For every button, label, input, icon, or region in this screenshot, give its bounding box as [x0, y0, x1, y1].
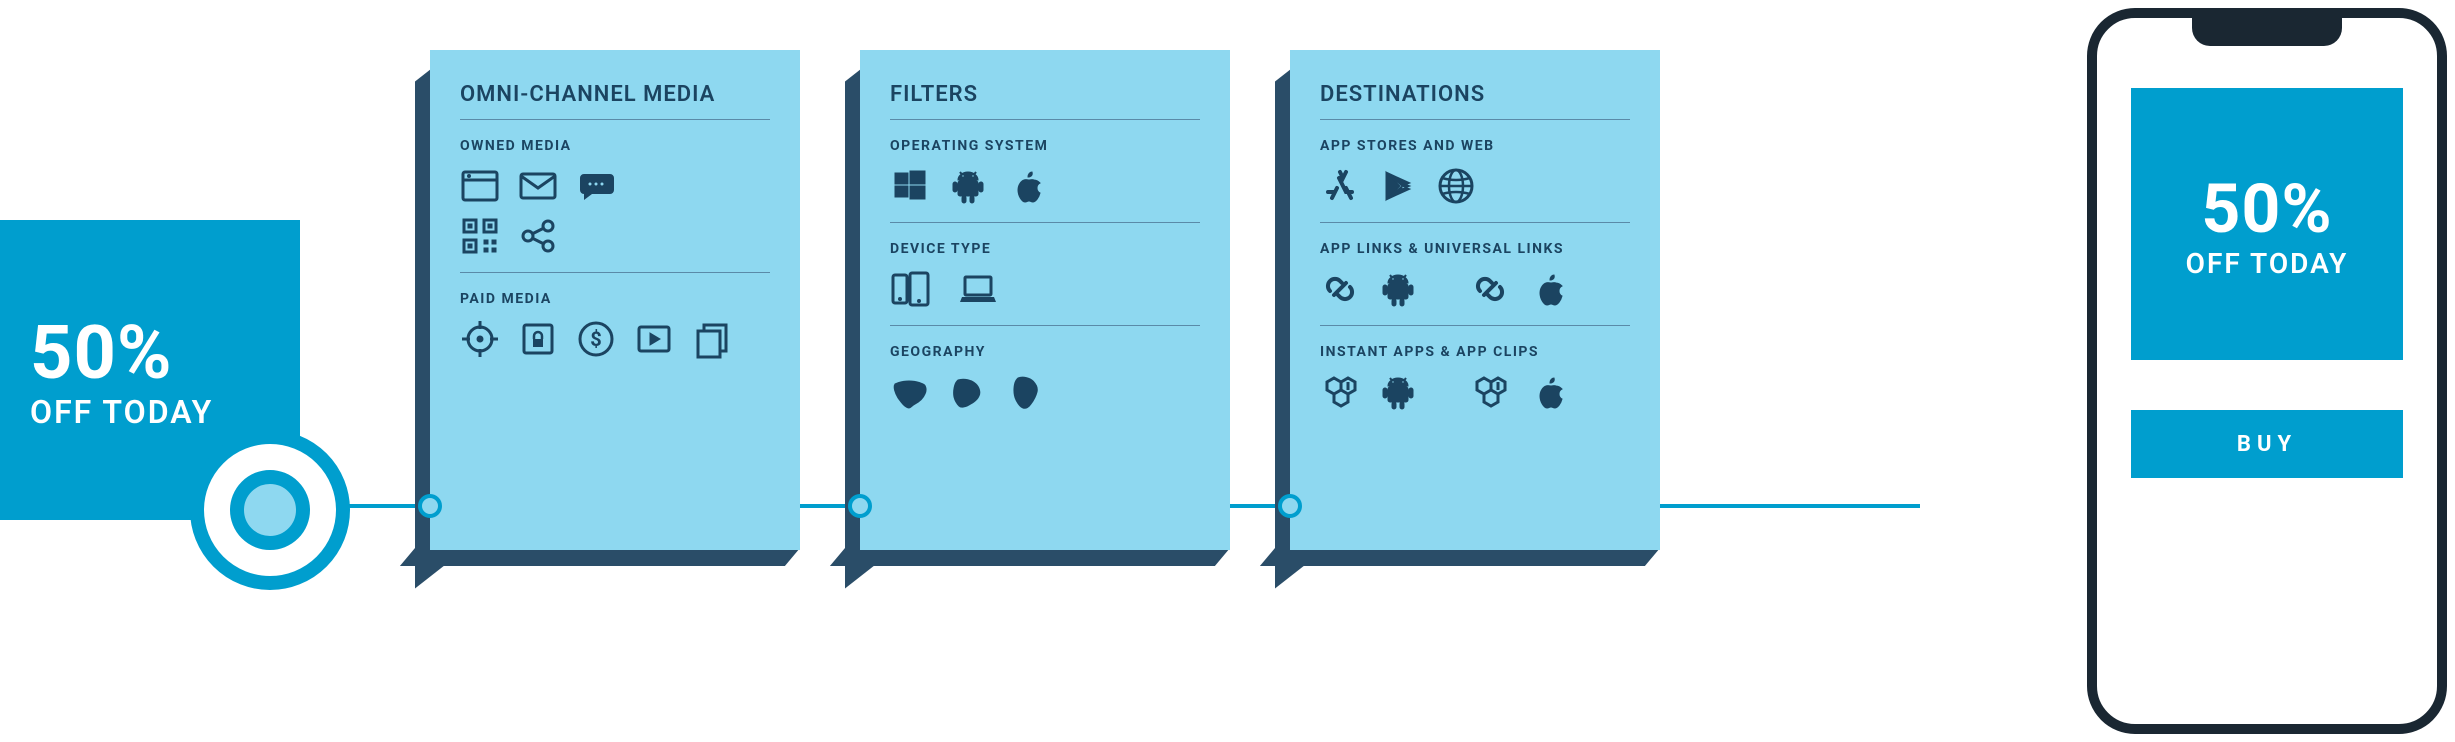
- section-stores: APP STORES AND WEB: [1320, 138, 1630, 206]
- panel-title: FILTERS: [890, 82, 1200, 107]
- phone-offer-block: 50% OFF TODAY: [2131, 88, 2403, 360]
- phone-notch: [2192, 18, 2342, 46]
- globe-icon: [1436, 166, 1476, 206]
- panel-filters: FILTERS OPERATING SYSTEM DEVICE TYPE GEO…: [860, 50, 1230, 550]
- ad-lock-icon: [518, 319, 558, 359]
- map-af-icon: [1006, 372, 1046, 412]
- android-icon: [1378, 372, 1418, 412]
- qr-icon: [460, 216, 500, 256]
- section-device: DEVICE TYPE: [890, 241, 1200, 309]
- copies-icon: [692, 319, 732, 359]
- chat-icon: [576, 166, 616, 206]
- video-icon: [634, 319, 674, 359]
- connector-dot: [848, 494, 872, 518]
- laptop-icon: [948, 269, 1008, 309]
- android-icon: [1378, 269, 1418, 309]
- section-label: OPERATING SYSTEM: [890, 138, 1200, 154]
- phone-tablet-icon: [890, 269, 930, 309]
- panel-title: OMNI-CHANNEL MEDIA: [460, 82, 770, 107]
- panel-omni-channel: OMNI-CHANNEL MEDIA OWNED MEDIA PAID MEDI…: [430, 50, 800, 550]
- apple-icon: [1528, 372, 1568, 412]
- section-instant: INSTANT APPS & APP CLIPS: [1320, 344, 1630, 412]
- windows-icon: [890, 166, 930, 206]
- share-icon: [518, 216, 558, 256]
- section-geo: GEOGRAPHY: [890, 344, 1200, 412]
- offer-text: OFF TODAY: [30, 393, 213, 431]
- section-owned-media: OWNED MEDIA: [460, 138, 770, 256]
- section-label: PAID MEDIA: [460, 291, 770, 307]
- map-eu-icon: [948, 372, 988, 412]
- playstore-icon: [1378, 166, 1418, 206]
- link-icon: [1470, 269, 1510, 309]
- section-label: GEOGRAPHY: [890, 344, 1200, 360]
- section-label: APP LINKS & UNIVERSAL LINKS: [1320, 241, 1630, 257]
- apple-icon: [1528, 269, 1568, 309]
- dollar-icon: [576, 319, 616, 359]
- hex-icon: [1320, 372, 1360, 412]
- target-icon: [460, 319, 500, 359]
- android-icon: [948, 166, 988, 206]
- link-icon: [1320, 269, 1360, 309]
- phone-mockup: 50% OFF TODAY BUY: [2087, 8, 2447, 734]
- section-os: OPERATING SYSTEM: [890, 138, 1200, 206]
- hex-icon: [1470, 372, 1510, 412]
- appstore-icon: [1320, 166, 1360, 206]
- target-icon: [190, 430, 350, 590]
- phone-offer-percent: 50%: [2201, 169, 2332, 249]
- buy-button[interactable]: BUY: [2131, 410, 2403, 478]
- panel-title: DESTINATIONS: [1320, 82, 1630, 107]
- section-label: INSTANT APPS & APP CLIPS: [1320, 344, 1630, 360]
- section-label: DEVICE TYPE: [890, 241, 1200, 257]
- connector-dot: [418, 494, 442, 518]
- mail-icon: [518, 166, 558, 206]
- section-label: APP STORES AND WEB: [1320, 138, 1630, 154]
- browser-icon: [460, 166, 500, 206]
- panel-destinations: DESTINATIONS APP STORES AND WEB APP LINK…: [1290, 50, 1660, 550]
- section-label: OWNED MEDIA: [460, 138, 770, 154]
- map-us-icon: [890, 372, 930, 412]
- section-paid-media: PAID MEDIA: [460, 291, 770, 359]
- section-applinks: APP LINKS & UNIVERSAL LINKS: [1320, 241, 1630, 309]
- connector-dot: [1278, 494, 1302, 518]
- offer-percent: 50%: [30, 310, 173, 397]
- phone-offer-text: OFF TODAY: [2186, 247, 2349, 280]
- apple-icon: [1006, 166, 1046, 206]
